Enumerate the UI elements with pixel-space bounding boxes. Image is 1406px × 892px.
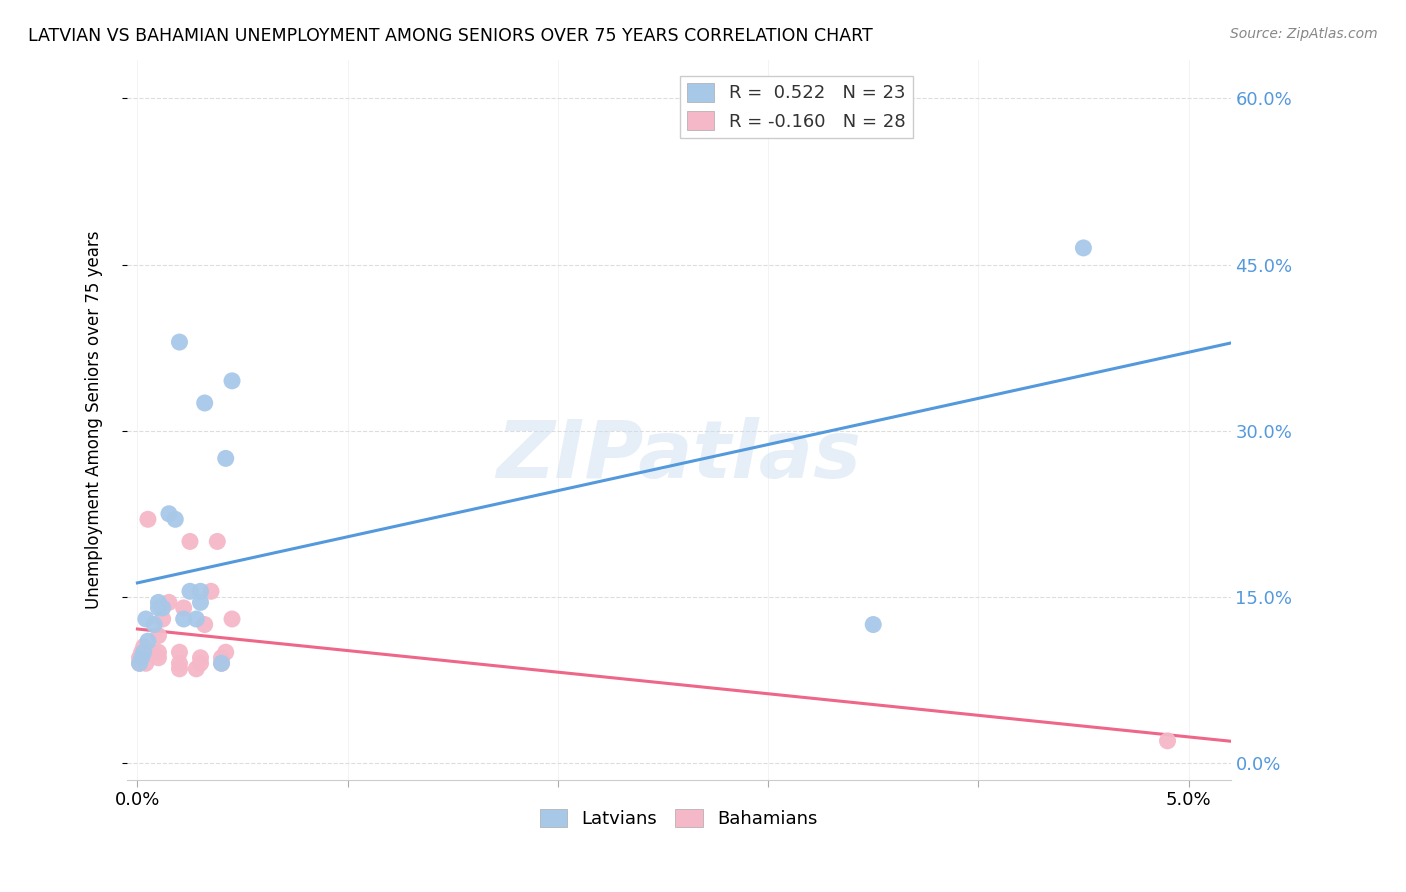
Point	[200, 584, 222, 599]
Point	[190, 650, 212, 665]
Point	[190, 657, 212, 671]
Legend: Latvians, Bahamians: Latvians, Bahamians	[533, 802, 824, 836]
Point	[148, 595, 170, 609]
Point	[179, 534, 201, 549]
Point	[135, 657, 157, 671]
Point	[135, 612, 157, 626]
Point	[186, 612, 208, 626]
Point	[131, 645, 153, 659]
Point	[215, 451, 238, 466]
Point	[221, 374, 243, 388]
Point	[128, 657, 150, 671]
Point	[141, 645, 163, 659]
Point	[194, 396, 217, 410]
Point	[194, 617, 217, 632]
Point	[1156, 734, 1178, 748]
Point	[128, 650, 150, 665]
Point	[143, 617, 166, 632]
Point	[128, 657, 150, 671]
Point	[157, 595, 180, 609]
Point	[211, 650, 233, 665]
Point	[131, 650, 153, 665]
Point	[157, 507, 180, 521]
Y-axis label: Unemployment Among Seniors over 75 years: Unemployment Among Seniors over 75 years	[86, 230, 103, 609]
Text: Source: ZipAtlas.com: Source: ZipAtlas.com	[1230, 27, 1378, 41]
Text: LATVIAN VS BAHAMIAN UNEMPLOYMENT AMONG SENIORS OVER 75 YEARS CORRELATION CHART: LATVIAN VS BAHAMIAN UNEMPLOYMENT AMONG S…	[28, 27, 873, 45]
Point	[152, 601, 174, 615]
Point	[169, 662, 191, 676]
Point	[179, 584, 201, 599]
Point	[211, 657, 233, 671]
Point	[169, 657, 191, 671]
Point	[173, 612, 195, 626]
Text: ZIPatlas: ZIPatlas	[496, 417, 862, 494]
Point	[148, 650, 170, 665]
Point	[136, 512, 159, 526]
Point	[215, 645, 238, 659]
Point	[136, 634, 159, 648]
Point	[862, 617, 884, 632]
Point	[152, 612, 174, 626]
Point	[132, 645, 155, 659]
Point	[1073, 241, 1095, 255]
Point	[186, 662, 208, 676]
Point	[148, 629, 170, 643]
Point	[169, 334, 191, 349]
Point	[173, 601, 195, 615]
Point	[190, 584, 212, 599]
Point	[148, 645, 170, 659]
Point	[165, 512, 187, 526]
Point	[148, 601, 170, 615]
Point	[221, 612, 243, 626]
Point	[169, 645, 191, 659]
Point	[132, 640, 155, 654]
Point	[190, 595, 212, 609]
Point	[207, 534, 229, 549]
Point	[211, 657, 233, 671]
